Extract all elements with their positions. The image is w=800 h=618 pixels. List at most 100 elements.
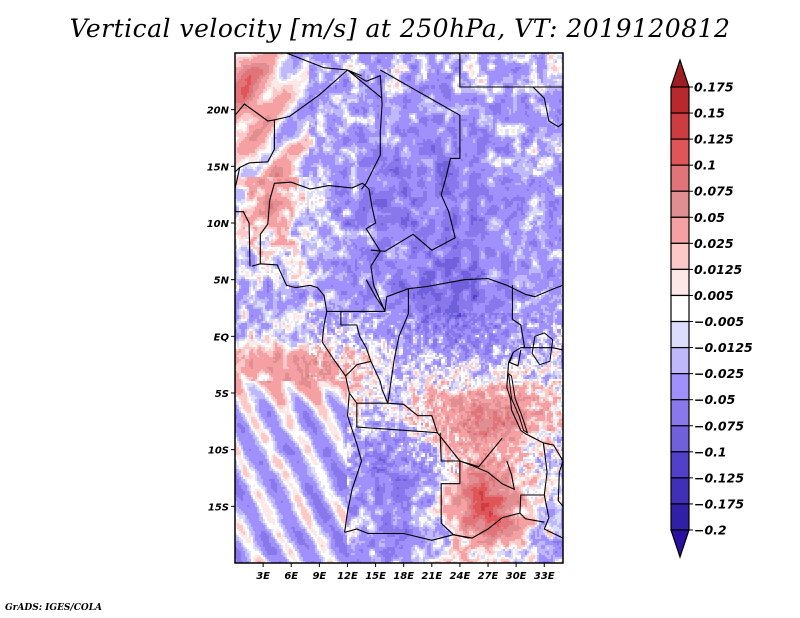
x-tick-label: 12E [337, 571, 358, 582]
y-tick-label: 15N [207, 162, 230, 173]
x-tick-label: 18E [393, 571, 414, 582]
country-border [439, 432, 470, 539]
vertical-velocity-field [235, 53, 563, 563]
x-tick-label: 15E [365, 571, 386, 582]
country-border [519, 429, 548, 514]
colorbar-label: −0.075 [694, 418, 744, 433]
country-border [344, 392, 363, 533]
colorbar-swatch [670, 451, 690, 479]
y-tick-label: 20N [207, 106, 230, 117]
colorbar-swatch [670, 164, 690, 192]
map-plot-area [235, 53, 563, 563]
country-border [269, 181, 370, 201]
country-border [387, 288, 409, 404]
chart-title: Vertical velocity [m/s] at 250hPa, VT: 2… [69, 14, 731, 43]
colorbar-label: −0.025 [694, 366, 744, 381]
colorbar-label: −0.175 [694, 496, 744, 511]
colorbar-label: −0.0125 [694, 340, 753, 355]
colorbar-swatch [670, 112, 690, 140]
colorbar-label: −0.125 [694, 470, 744, 485]
x-tick-label: 27E [478, 571, 499, 582]
country-border [506, 387, 522, 431]
x-axis: 3E 6E 9E 12E 15E 18E 21E 24E 27E 30E 33E [256, 563, 555, 582]
colorbar-swatch [670, 86, 690, 114]
colorbar-label: −0.1 [694, 444, 727, 459]
x-tick-label: 24E [450, 571, 471, 582]
country-border [365, 279, 386, 311]
map-frame [234, 52, 564, 564]
country-border [340, 311, 372, 377]
colorbar-swatch [670, 242, 690, 271]
colorbar-arrow-top [670, 58, 690, 88]
country-border [345, 375, 388, 404]
colorbar-swatch [670, 399, 690, 427]
colorbar-swatch [670, 477, 690, 505]
colorbar-swatch [670, 346, 690, 375]
colorbar-swatch [670, 320, 690, 349]
country-border [235, 167, 241, 190]
colorbar-label: 0.025 [694, 236, 734, 251]
x-tick-label: 30E [506, 571, 527, 582]
country-border [408, 277, 536, 298]
x-tick-label: 21E [421, 571, 442, 582]
country-border [321, 311, 347, 377]
colorbar-swatch [670, 294, 690, 323]
lake-outline [531, 332, 554, 366]
country-border [506, 347, 553, 388]
country-border [365, 188, 386, 312]
country-border [525, 284, 563, 298]
y-tick-label: 10N [207, 219, 230, 230]
country-border [370, 69, 461, 252]
country-border [532, 86, 563, 128]
country-border [370, 361, 503, 468]
colorbar-label: −0.05 [694, 392, 736, 407]
country-border [543, 494, 563, 539]
colorbar-label: 0.1 [694, 158, 716, 173]
country-border [508, 349, 522, 367]
x-tick-label: 9E [312, 571, 326, 582]
y-tick-label: 5S [215, 389, 229, 400]
country-border [344, 528, 454, 541]
country-border [459, 460, 516, 491]
colorbar-label: −0.005 [694, 314, 744, 329]
colorbar: 0.175 0.15 0.125 0.1 0.075 0.05 0.025 0.0125 0.0… [670, 58, 753, 559]
country-border [347, 69, 383, 99]
colorbar-swatch [670, 216, 690, 244]
colorbar-swatch [670, 503, 690, 531]
footer-credit: GrADS: IGES/COLA [5, 603, 103, 613]
country-border [552, 347, 563, 351]
colorbar-swatch [670, 373, 690, 401]
x-tick-label: 33E [534, 571, 555, 582]
x-tick-label: 3E [256, 571, 270, 582]
colorbar-label: 0.05 [694, 210, 725, 225]
lake-outline [507, 372, 529, 434]
y-tick-label: EQ [214, 332, 230, 343]
colorbar-swatch [670, 190, 690, 218]
country-border [356, 403, 438, 434]
country-border [543, 442, 563, 507]
colorbar-label: 0.005 [694, 288, 734, 303]
country-border [459, 53, 563, 88]
country-border [511, 285, 526, 348]
country-borders [235, 53, 563, 541]
y-axis: 20N 15N 10N 5N EQ 5S 10S 15S [207, 106, 235, 513]
colorbar-swatch [670, 138, 690, 166]
country-border [274, 69, 383, 190]
colorbar-label: −0.2 [694, 523, 727, 538]
colorbar-label: 0.125 [694, 132, 734, 147]
country-border [235, 211, 251, 267]
country-border [251, 263, 318, 289]
country-border [453, 512, 521, 539]
colorbar-label: 0.075 [694, 184, 734, 199]
colorbar-arrow-bottom [670, 529, 690, 559]
country-border [259, 200, 271, 264]
colorbar-label: 0.0125 [694, 262, 743, 277]
y-tick-label: 15S [208, 502, 229, 513]
colorbar-swatch [670, 268, 690, 297]
x-tick-label: 6E [284, 571, 298, 582]
country-border [286, 53, 362, 77]
y-tick-label: 10S [208, 446, 229, 457]
colorbar-swatch [670, 425, 690, 453]
country-border [317, 287, 409, 312]
